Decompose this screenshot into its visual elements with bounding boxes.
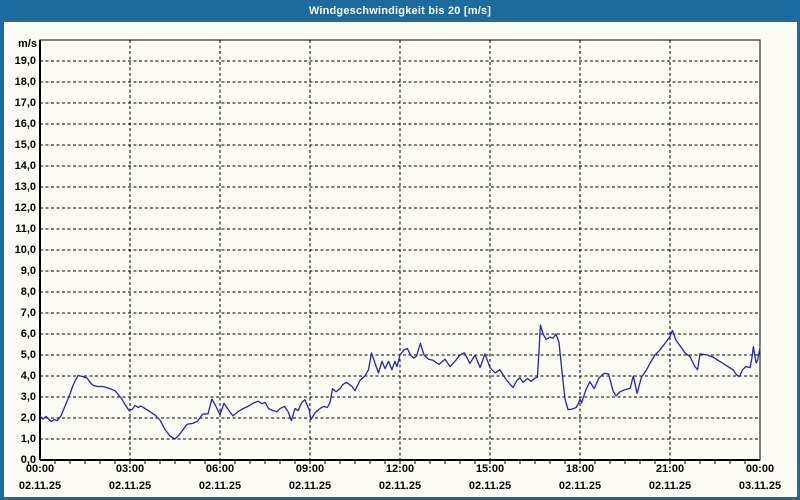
window-border-bottom [0,497,800,500]
chart-title: Windgeschwindigkeit bis 20 [m/s] [308,5,492,17]
window-border-left [0,0,4,500]
y-axis-unit-label: m/s [18,38,37,50]
title-bar: Windgeschwindigkeit bis 20 [m/s] [0,0,800,22]
window-border-right [797,0,800,500]
wind-speed-line [39,324,761,440]
